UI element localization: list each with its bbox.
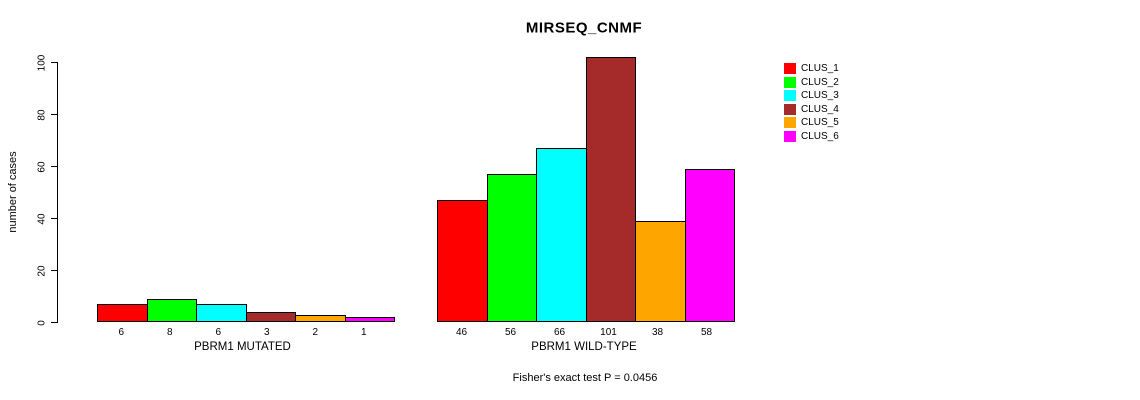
bar-clus_1-group1 bbox=[437, 200, 488, 322]
y-tick bbox=[51, 62, 57, 63]
bar-clus_3-group0 bbox=[196, 304, 247, 322]
fisher-test-annotation: Fisher's exact test P = 0.0456 bbox=[512, 372, 658, 384]
bar-clus_1-group0 bbox=[97, 304, 148, 322]
bar-value-label: 3 bbox=[263, 327, 270, 338]
y-axis-line bbox=[57, 62, 58, 323]
y-tick-label: 20 bbox=[36, 264, 48, 277]
bar-clus_4-group0 bbox=[245, 312, 296, 322]
y-tick bbox=[51, 166, 57, 167]
bar-values-pbrm1-mutated: 6 8 6 3 2 1 bbox=[97, 327, 388, 339]
bar-group-pbrm1-mutated bbox=[97, 0, 395, 322]
bar-clus_4-group1 bbox=[585, 57, 636, 322]
bar-values-pbrm1-wild-type: 46 56 66 101 38 58 bbox=[437, 327, 731, 339]
y-tick-label: 80 bbox=[36, 108, 48, 121]
y-tick-label: 60 bbox=[36, 160, 48, 173]
legend-label: CLUS_3 bbox=[801, 90, 839, 102]
legend-swatch-icon bbox=[784, 63, 796, 75]
legend-item-clus_5: CLUS_5 bbox=[784, 116, 839, 130]
bar-clus_6-group0 bbox=[344, 317, 395, 322]
y-tick-label: 40 bbox=[36, 212, 48, 225]
legend: CLUS_1 CLUS_2 CLUS_3 CLUS_4 CLUS_5 CLUS_6 bbox=[784, 62, 839, 143]
bar-value-label: 8 bbox=[166, 327, 173, 338]
bar-value-label: 6 bbox=[118, 327, 125, 338]
legend-item-clus_1: CLUS_1 bbox=[784, 62, 839, 76]
y-tick bbox=[51, 114, 57, 115]
bar-clus_2-group0 bbox=[146, 299, 197, 322]
group-label-pbrm1-wild-type: PBRM1 WILD-TYPE bbox=[531, 341, 637, 353]
legend-label: CLUS_4 bbox=[801, 103, 839, 115]
legend-item-clus_2: CLUS_2 bbox=[784, 76, 839, 90]
legend-item-clus_3: CLUS_3 bbox=[784, 89, 839, 103]
group-label-pbrm1-mutated: PBRM1 MUTATED bbox=[194, 341, 291, 353]
bar-clus_3-group1 bbox=[536, 148, 587, 322]
y-tick-label: 100 bbox=[36, 54, 48, 71]
legend-label: CLUS_6 bbox=[801, 130, 839, 142]
y-axis-title: number of cases bbox=[7, 151, 19, 233]
y-tick-label: 0 bbox=[36, 319, 48, 326]
bar-value-label: 58 bbox=[700, 327, 713, 338]
bar-value-label: 38 bbox=[651, 327, 664, 338]
bar-value-label: 46 bbox=[455, 327, 468, 338]
bar-clus_5-group1 bbox=[635, 221, 686, 322]
legend-label: CLUS_5 bbox=[801, 117, 839, 129]
bar-clus_5-group0 bbox=[295, 314, 346, 322]
legend-swatch-icon bbox=[784, 117, 796, 129]
legend-item-clus_6: CLUS_6 bbox=[784, 130, 839, 144]
legend-swatch-icon bbox=[784, 76, 796, 88]
legend-swatch-icon bbox=[784, 90, 796, 102]
legend-label: CLUS_2 bbox=[801, 76, 839, 88]
legend-swatch-icon bbox=[784, 103, 796, 115]
legend-swatch-icon bbox=[784, 130, 796, 142]
bar-value-label: 56 bbox=[504, 327, 517, 338]
legend-label: CLUS_1 bbox=[801, 63, 839, 75]
y-tick bbox=[51, 270, 57, 271]
y-tick bbox=[51, 322, 57, 323]
bar-clus_2-group1 bbox=[486, 174, 537, 322]
bar-clus_6-group1 bbox=[684, 169, 735, 322]
bar-value-label: 1 bbox=[360, 327, 367, 338]
legend-item-clus_4: CLUS_4 bbox=[784, 103, 839, 117]
bar-value-label: 6 bbox=[215, 327, 222, 338]
chart-title: MIRSEQ_CNMF bbox=[525, 19, 643, 37]
bar-group-pbrm1-wild-type bbox=[437, 0, 735, 322]
bar-value-label: 101 bbox=[600, 327, 617, 338]
y-tick bbox=[51, 218, 57, 219]
bar-value-label: 66 bbox=[553, 327, 566, 338]
bar-value-label: 2 bbox=[312, 327, 319, 338]
